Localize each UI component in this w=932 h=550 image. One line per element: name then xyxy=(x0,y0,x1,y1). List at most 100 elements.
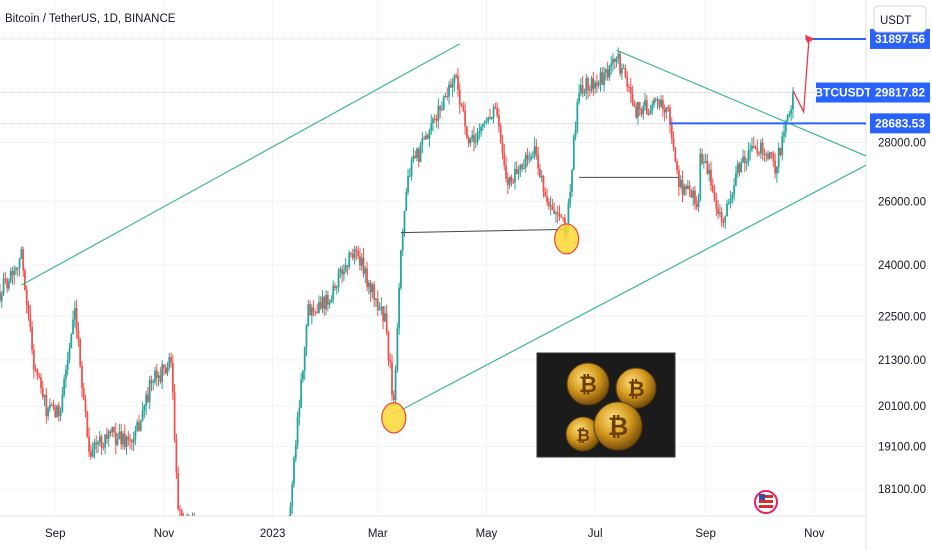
candle-body xyxy=(400,250,402,288)
candle-body xyxy=(148,380,151,402)
candle-body xyxy=(231,540,233,541)
candle-body xyxy=(41,387,44,398)
candle-body xyxy=(166,367,169,374)
candle-body xyxy=(109,431,112,433)
candle-body xyxy=(759,142,762,154)
candle-body xyxy=(48,404,51,409)
candle-body xyxy=(638,102,641,109)
candle-body xyxy=(293,458,295,485)
candle-body xyxy=(546,196,548,202)
candle-body xyxy=(291,484,294,507)
candle-body xyxy=(288,520,290,527)
currency-button[interactable]: USDT xyxy=(873,5,927,33)
candle-body xyxy=(514,169,516,183)
candle-body xyxy=(735,173,737,186)
candle-body xyxy=(180,510,183,516)
candle-body xyxy=(245,543,247,550)
candle-body xyxy=(649,110,652,115)
candle-body xyxy=(159,375,162,383)
candle-body xyxy=(225,541,227,550)
candle-body xyxy=(412,155,415,161)
candle-body xyxy=(494,106,497,108)
price-tick-label: 19100.00 xyxy=(878,441,926,453)
candle-body xyxy=(663,109,666,113)
candle-body xyxy=(654,99,657,101)
candle-body xyxy=(410,160,413,176)
candle-body xyxy=(73,308,76,320)
candle-body xyxy=(522,168,525,170)
projection-arrow[interactable] xyxy=(792,38,810,115)
price-scale[interactable] xyxy=(866,0,932,550)
candle-body xyxy=(555,212,557,214)
candle-body xyxy=(784,121,787,133)
circle-marker[interactable] xyxy=(381,402,407,434)
candle-body xyxy=(54,407,57,418)
candle-body xyxy=(619,53,621,74)
price-axis-labels: 28000.00 26000.00 24000.00 22500.00 21300.00… xyxy=(878,138,926,497)
candle-body xyxy=(175,439,178,474)
lower-channel-trendline[interactable] xyxy=(393,154,888,415)
candle-body xyxy=(141,410,144,421)
candle-body xyxy=(551,205,554,211)
upper-channel-trendline[interactable] xyxy=(21,43,461,286)
us-flag-icon[interactable] xyxy=(754,490,778,514)
candle-body xyxy=(157,375,160,378)
candle-body xyxy=(332,285,335,300)
candle-body xyxy=(604,69,607,73)
candle-body xyxy=(296,417,299,445)
candle-body xyxy=(389,360,392,363)
candle-body xyxy=(660,99,662,107)
candle-body xyxy=(558,214,561,217)
svg-text:₿: ₿ xyxy=(627,377,644,401)
candle-body xyxy=(533,146,536,157)
candle-body xyxy=(407,176,409,192)
candle-body xyxy=(364,268,367,274)
candle-body xyxy=(503,152,506,166)
candle-body xyxy=(574,129,577,138)
candle-body xyxy=(113,427,115,432)
candle-body xyxy=(107,431,110,439)
candle-body xyxy=(47,408,50,417)
price-tick-label: 26000.00 xyxy=(878,196,926,208)
candle-body xyxy=(419,144,422,163)
candle-body xyxy=(88,436,90,453)
candle-body xyxy=(371,284,374,293)
candle-body xyxy=(626,76,629,87)
candle-body xyxy=(583,92,586,94)
candle-body xyxy=(351,253,354,259)
candle-body xyxy=(460,104,463,106)
candle-body xyxy=(526,154,529,160)
candle-body xyxy=(656,99,659,101)
candle-body xyxy=(186,515,188,516)
candle-body xyxy=(613,58,616,62)
candle-body xyxy=(692,190,695,198)
candle-body xyxy=(346,265,349,267)
candle-body xyxy=(199,531,201,533)
arrow-head xyxy=(804,34,815,43)
candle-body xyxy=(508,176,511,186)
time-tick-label: Nov xyxy=(154,528,175,540)
circle-marker[interactable] xyxy=(554,223,580,255)
candle-body xyxy=(642,105,645,115)
candle-body xyxy=(506,178,509,186)
candle-body xyxy=(658,99,661,107)
candle-body xyxy=(348,252,351,267)
time-tick-label: Sep xyxy=(45,528,65,540)
descending-line-trendline[interactable] xyxy=(616,49,875,160)
candle-body xyxy=(168,357,171,368)
candle-body xyxy=(457,75,459,90)
candle-body xyxy=(202,533,204,541)
time-tick-label: Sep xyxy=(695,528,715,540)
candle-body xyxy=(145,394,148,407)
candle-body xyxy=(220,545,222,546)
candle-body xyxy=(478,131,481,134)
candle-body xyxy=(116,439,119,445)
candle-body xyxy=(401,232,404,251)
support-segment-1[interactable] xyxy=(400,228,567,234)
candle-body xyxy=(608,66,611,78)
candle-body xyxy=(644,100,646,106)
candle-body xyxy=(485,121,488,123)
candle-body xyxy=(610,63,613,67)
